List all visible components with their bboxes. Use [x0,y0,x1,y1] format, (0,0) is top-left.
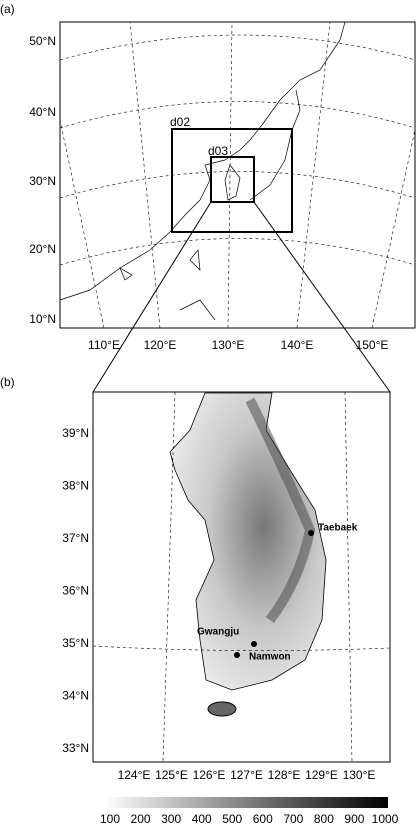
city-label: Gwangju [197,627,239,638]
lon-label: 130°E [212,338,245,352]
colorbar-tick-label: 200 [131,812,151,826]
colorbar-tick-label: 600 [253,812,273,826]
lon-label: 124°E [118,768,151,782]
colorbar-tick-label: 100 [100,812,120,826]
lat-label: 50°N [29,34,56,48]
lon-label: 125°E [155,768,188,782]
city-marker [234,652,240,658]
island [207,701,237,717]
map-frame [59,21,416,329]
lon-label: 127°E [230,768,263,782]
lat-label: 33°N [62,741,89,755]
lon-label: 129°E [305,768,338,782]
lat-label: 20°N [29,242,56,256]
lat-label: 38°N [62,479,89,493]
panel-label: (a) [0,2,15,16]
city-label: Namwon [249,652,291,663]
panel-label: (b) [0,375,15,389]
colorbar-tick-label: 400 [192,812,212,826]
colorbar-tick-label: 500 [222,812,242,826]
zoom-line [253,201,391,393]
domain-box [210,156,255,203]
domain-label: d03 [208,144,228,158]
lon-label: 120°E [144,338,177,352]
lat-label: 30°N [29,174,56,188]
zoom-line [92,201,212,393]
mountain-ridge [245,397,316,623]
lat-label: 36°N [62,584,89,598]
city-label: Taebaek [318,523,358,534]
lon-label: 140°E [281,338,314,352]
lat-label: 37°N [62,531,89,545]
lon-label: 130°E [343,768,376,782]
colorbar-tick-label: 800 [314,812,334,826]
graticule [59,21,416,329]
colorbar-tick-label: 900 [344,812,364,826]
lat-label: 35°N [62,636,89,650]
lat-label: 10°N [29,312,56,326]
lon-label: 110°E [88,338,120,352]
lat-label: 40°N [29,105,56,119]
colorbar-tick-label: 1000 [372,812,399,826]
domain-label: d02 [170,115,190,129]
lat-label: 39°N [62,426,89,440]
colorbar [104,797,388,808]
colorbar-tick-label: 700 [283,812,303,826]
lon-label: 126°E [193,768,226,782]
lon-label: 150°E [356,338,389,352]
lat-label: 34°N [62,689,89,703]
graticule [92,391,391,763]
city-marker [308,530,314,536]
colorbar-tick-label: 300 [161,812,181,826]
city-marker [251,641,257,647]
lon-label: 128°E [268,768,301,782]
domain-box [171,128,293,233]
coastline [59,21,346,321]
